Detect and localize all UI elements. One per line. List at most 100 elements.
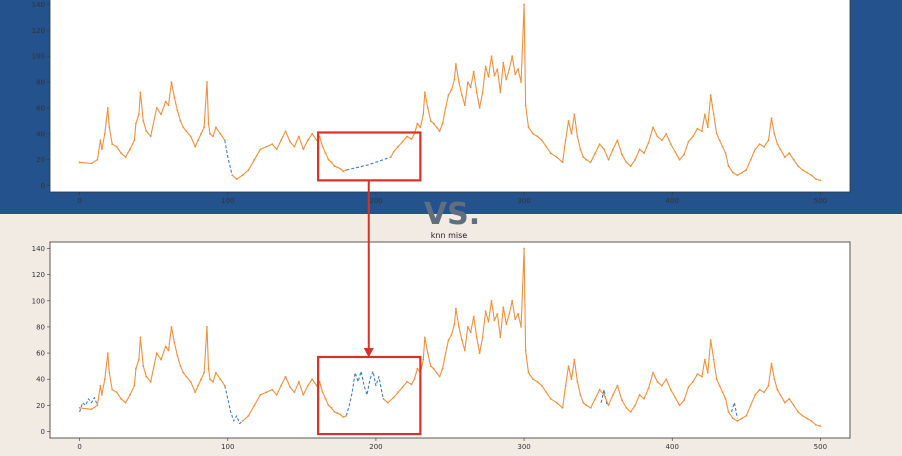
bottom-chart-title: knn mise <box>431 231 468 240</box>
bottom-data-point <box>330 407 333 409</box>
bottom-data-point <box>441 367 444 370</box>
bottom-imputed-segment <box>345 370 384 416</box>
bottom-data-point <box>444 352 447 354</box>
bottom-data-point <box>773 378 776 381</box>
bottom-ytick-label: 40 <box>36 376 45 384</box>
top-data-point <box>293 145 296 148</box>
top-data-point <box>692 135 694 138</box>
top-data-point <box>806 171 808 174</box>
top-observed-segment <box>231 130 347 180</box>
bottom-data-point <box>324 397 327 400</box>
bottom-data-point <box>422 358 425 361</box>
top-ytick-label: 40 <box>36 130 45 138</box>
bottom-data-point <box>410 383 413 386</box>
bottom-data-point <box>712 358 715 361</box>
bottom-data-point <box>706 371 709 374</box>
top-data-point <box>505 78 508 81</box>
bottom-data-point <box>579 394 582 396</box>
bottom-data-point <box>621 399 623 401</box>
bottom-data-point <box>709 339 712 341</box>
bottom-xtick-label: 400 <box>666 443 679 451</box>
top-data-point <box>508 68 511 70</box>
bottom-data-point <box>589 407 592 409</box>
bottom-data-point <box>223 384 226 387</box>
top-data-point <box>703 113 706 116</box>
top-data-point <box>231 174 234 177</box>
top-data-point <box>78 161 81 164</box>
bottom-data-point <box>594 397 597 400</box>
bottom-data-point <box>461 339 463 341</box>
top-data-point <box>155 107 158 109</box>
bottom-data-point <box>164 345 167 348</box>
bottom-data-point <box>466 326 469 328</box>
top-data-point <box>422 113 425 116</box>
bottom-data-point <box>185 375 188 378</box>
top-data-point <box>549 152 552 155</box>
top-data-point <box>643 152 645 155</box>
top-data-point <box>207 122 210 125</box>
bottom-data-point <box>271 388 274 391</box>
bottom-data-point <box>524 349 527 352</box>
bottom-data-point <box>545 391 548 394</box>
highlight-overlay <box>317 131 422 436</box>
bottom-data-point <box>783 401 786 404</box>
bottom-data-point <box>727 411 730 413</box>
bottom-data-point <box>616 384 619 387</box>
bottom-data-point <box>567 365 570 367</box>
top-data-point <box>612 148 614 151</box>
top-data-point <box>461 94 463 96</box>
top-data-point <box>306 139 309 142</box>
bottom-data-point <box>142 365 145 367</box>
bottom-data-point <box>484 310 487 313</box>
top-xtick-label: 400 <box>666 197 679 205</box>
bottom-data-point <box>527 371 530 374</box>
top-data-point <box>311 132 314 135</box>
bottom-data-point <box>432 367 435 370</box>
top-data-point <box>524 104 527 107</box>
top-data-point <box>106 107 109 109</box>
bottom-data-point <box>665 378 668 381</box>
bottom-data-point <box>478 352 481 354</box>
bottom-data-point <box>767 384 770 387</box>
top-data-point <box>103 132 106 135</box>
bottom-data-point <box>472 315 475 318</box>
top-data-point <box>758 143 761 146</box>
top-data-point <box>450 88 453 91</box>
top-data-point <box>625 161 628 164</box>
bottom-data-point <box>687 386 690 388</box>
top-data-point <box>444 107 447 109</box>
top-data-point <box>487 76 490 78</box>
bottom-imputed-segment <box>79 396 98 413</box>
top-data-point <box>453 78 456 81</box>
bottom-ytick-label: 0 <box>41 428 45 436</box>
top-data-point <box>674 151 677 153</box>
top-data-point <box>523 3 525 6</box>
top-data-point <box>339 167 342 170</box>
bottom-data-point <box>99 384 102 387</box>
bottom-data-point <box>167 349 170 352</box>
top-data-point <box>271 143 274 146</box>
bottom-data-point <box>505 323 508 326</box>
top-data-point <box>598 143 601 146</box>
top-data-point <box>265 145 268 148</box>
top-ytick-label: 80 <box>36 79 45 87</box>
top-data-point <box>520 81 522 83</box>
top-data-point <box>219 132 222 135</box>
bottom-data-point <box>302 394 305 396</box>
top-data-point <box>429 120 432 122</box>
top-data-point <box>819 179 822 182</box>
top-data-point <box>536 135 539 138</box>
bottom-data-point <box>275 394 278 396</box>
bottom-data-point <box>487 320 490 323</box>
bottom-data-point <box>429 365 432 367</box>
bottom-data-point <box>103 378 106 381</box>
top-data-point <box>589 161 592 164</box>
top-data-point <box>142 120 145 122</box>
top-imputed-segment <box>224 140 233 176</box>
top-data-point <box>182 126 185 129</box>
top-data-point <box>511 55 514 58</box>
bottom-data-point <box>511 299 514 302</box>
top-data-point <box>327 158 330 161</box>
top-data-point <box>101 148 103 151</box>
bottom-data-point <box>90 408 93 411</box>
